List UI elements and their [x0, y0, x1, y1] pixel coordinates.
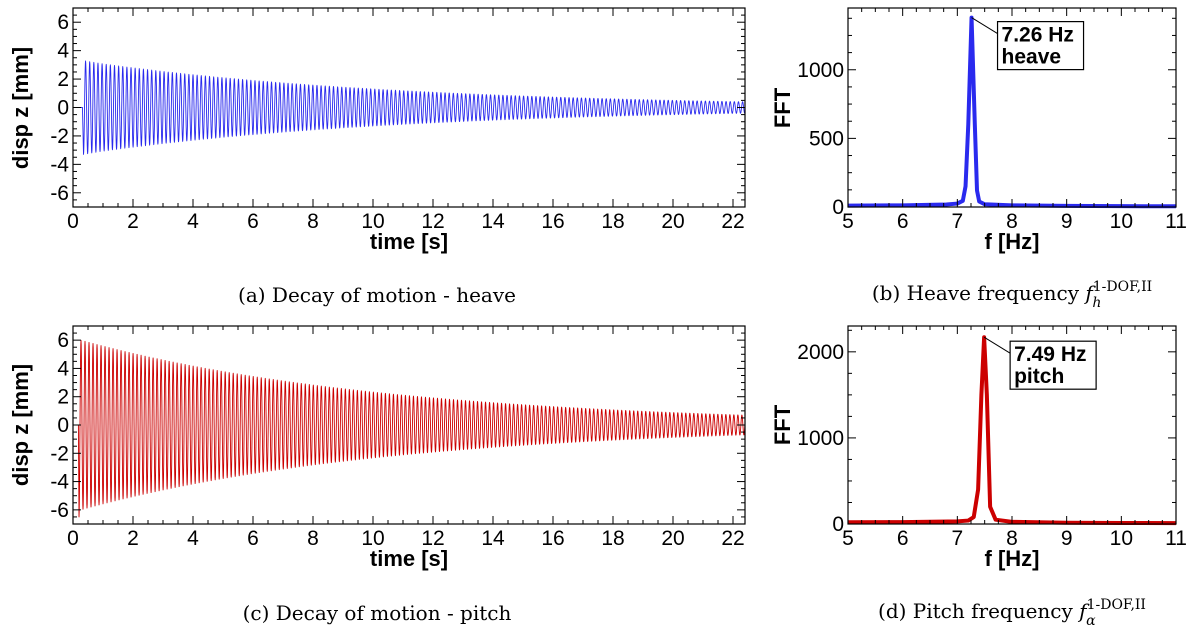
caption-c: (c) Decay of motion - pitch: [243, 601, 512, 625]
x-tick-label: 10: [1110, 527, 1133, 550]
x-tick-label: 16: [541, 210, 564, 233]
x-tick-label: 10: [361, 527, 384, 550]
annotation-box: [996, 21, 1085, 71]
x-tick-label: 6: [247, 210, 259, 233]
y-tick-label: 0: [832, 196, 844, 219]
x-tick-label: 18: [601, 527, 624, 550]
x-tick-label: 7: [951, 210, 963, 233]
series-line-a: [73, 60, 746, 155]
y-axis-label: FFT: [770, 404, 795, 445]
y-tick-label: 2: [57, 386, 69, 409]
x-tick-label: 14: [481, 527, 505, 550]
x-tick-label: 18: [601, 210, 624, 233]
x-tick-label: 8: [307, 210, 319, 233]
y-tick-label: -2: [50, 125, 69, 148]
x-tick-label: 8: [1006, 527, 1018, 550]
caption-d: (d) Pitch frequency f1-DOF,II: [878, 597, 1146, 623]
x-tick-label: 10: [1110, 210, 1133, 233]
y-tick-label: 6: [57, 11, 69, 34]
x-tick-label: 9: [1061, 210, 1073, 233]
x-axis-label: f [Hz]: [985, 229, 1040, 254]
x-axis-label: time [s]: [370, 229, 448, 254]
x-tick-label: 20: [661, 210, 684, 233]
x-tick-label: 22: [721, 527, 744, 550]
x-tick-label: 5: [842, 527, 854, 550]
x-tick-label: 0: [67, 527, 79, 550]
y-tick-label: 1000: [797, 59, 844, 82]
series-line-d: [847, 335, 1177, 526]
x-tick-label: 0: [67, 210, 79, 233]
y-tick-label: 0: [832, 513, 844, 536]
x-tick-label: 14: [481, 210, 505, 233]
annotation-text: pitch: [1014, 365, 1064, 388]
y-tick-label: 2: [57, 68, 69, 91]
annotation-box: [1009, 340, 1097, 390]
y-tick-label: -4: [50, 153, 69, 176]
x-tick-label: 11: [1165, 527, 1187, 550]
series-line-c: [73, 339, 746, 518]
y-tick-label: 4: [57, 40, 69, 63]
caption-b: (b) Heave frequency f1-DOF,II: [872, 279, 1152, 305]
annotation-leader: [971, 17, 998, 35]
x-tick-label: 4: [187, 210, 199, 233]
y-tick-label: -2: [50, 442, 69, 465]
chart-c: 0 2 4 6 8 10 12 14 16 18 20 22 -6 -4 -2 0 2 4 6 time [s] dis…: [8, 325, 746, 625]
x-tick-label: 8: [307, 527, 319, 550]
y-axis-label: disp z [mm]: [8, 364, 33, 486]
annotation-text: 7.26 Hz: [1002, 24, 1074, 47]
x-tick-label: 4: [187, 527, 199, 550]
y-tick-label: 0: [57, 414, 69, 437]
x-axis-label: time [s]: [370, 546, 448, 571]
caption-subscript: h: [1092, 295, 1101, 311]
y-axis-label: disp z [mm]: [8, 47, 33, 169]
x-tick-label: 22: [721, 210, 744, 233]
x-tick-label: 12: [421, 210, 444, 233]
caption-subscript: α: [1086, 613, 1096, 629]
x-tick-label: 2: [127, 210, 139, 233]
caption-a: (a) Decay of motion - heave: [238, 283, 516, 307]
x-tick-label: 9: [1061, 527, 1073, 550]
x-tick-label: 8: [1006, 210, 1018, 233]
y-tick-label: 6: [57, 329, 69, 352]
annotation-text: heave: [1002, 46, 1062, 69]
x-tick-label: 2: [127, 527, 139, 550]
x-tick-label: 6: [247, 527, 259, 550]
y-axis-label: FFT: [770, 87, 795, 128]
y-tick-label: 1000: [797, 427, 844, 450]
x-tick-label: 10: [361, 210, 384, 233]
x-tick-label: 20: [661, 527, 684, 550]
x-tick-label: 12: [421, 527, 444, 550]
x-tick-label: 6: [897, 527, 909, 550]
y-tick-label: 0: [57, 97, 69, 120]
x-axis-label: f [Hz]: [985, 546, 1040, 571]
annotation-leader: [983, 336, 1011, 354]
x-tick-label: 6: [897, 210, 909, 233]
y-tick-label: 2000: [797, 341, 844, 364]
y-tick-label: -4: [50, 471, 69, 494]
y-tick-label: -6: [50, 499, 69, 522]
x-tick-label: 11: [1165, 210, 1187, 233]
x-tick-label: 16: [541, 527, 564, 550]
chart-a: 0 2 4 6 8 10 12 14 16 18 20 22 -6 -4 -2 0 2 4 6 time [s] dis…: [8, 7, 746, 307]
x-tick-label: 7: [951, 527, 963, 550]
x-tick-label: 5: [842, 210, 854, 233]
y-tick-label: -6: [50, 182, 69, 205]
annotation-text: 7.49 Hz: [1014, 343, 1086, 366]
y-tick-label: 500: [809, 127, 844, 150]
y-tick-label: 4: [57, 357, 69, 380]
